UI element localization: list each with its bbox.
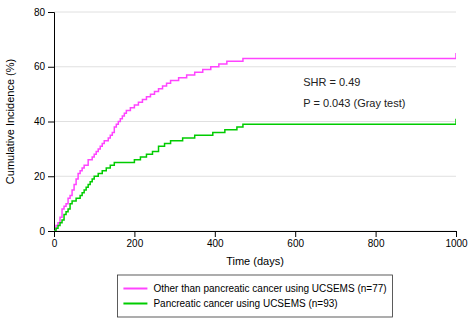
- y-tick: 40: [34, 116, 54, 127]
- x-tick-label: 400: [207, 238, 224, 249]
- x-tick-label: 1000: [445, 238, 468, 249]
- annotation: SHR = 0.49: [303, 76, 360, 88]
- series-lines: [54, 53, 456, 231]
- y-tick-label: 20: [34, 171, 46, 182]
- chart: 0 200 400 600 800 1000 0 20 40 60 80 SHR = 0.49 P = …: [0, 0, 474, 321]
- x-tick-label: 800: [368, 238, 385, 249]
- x-tick: 600: [287, 231, 304, 249]
- plot-area: 0 200 400 600 800 1000 0 20 40 60 80 SHR = 0.49 P = …: [34, 7, 468, 249]
- y-tick-label: 40: [34, 116, 46, 127]
- y-tick: 20: [34, 171, 54, 182]
- x-tick: 400: [207, 231, 224, 249]
- x-axis-line: [55, 232, 457, 238]
- y-tick-label: 60: [34, 61, 46, 72]
- y-tick-mark: [48, 122, 54, 123]
- grid-line: [54, 66, 456, 67]
- legend-swatch: [123, 303, 147, 305]
- y-axis-title: Cumulative Incidence (%): [4, 59, 16, 184]
- x-tick-mark: [295, 231, 296, 237]
- x-axis-title: Time (days): [226, 255, 284, 267]
- series-line: [54, 119, 456, 231]
- annotations: SHR = 0.49 P = 0.043 (Gray test): [303, 76, 405, 109]
- y-tick: 60: [34, 61, 54, 72]
- grid-line: [54, 176, 456, 177]
- x-tick-label: 200: [127, 238, 144, 249]
- y-tick: 80: [34, 7, 54, 18]
- x-tick: 1000: [445, 231, 468, 249]
- annotation: P = 0.043 (Gray test): [303, 97, 405, 109]
- y-tick-mark: [48, 67, 54, 68]
- legend-swatch: [123, 288, 147, 290]
- legend-label: Pancreatic cancer using UCSEMS (n=93): [153, 298, 337, 309]
- x-axis: 0 200 400 600 800 1000: [52, 231, 468, 249]
- y-tick: 0: [39, 226, 54, 237]
- x-tick: 200: [127, 231, 144, 249]
- y-tick-label: 0: [39, 226, 45, 237]
- x-tick-mark: [215, 231, 216, 237]
- x-tick-mark: [134, 231, 135, 237]
- legend-label: Other than pancreatic cancer using UCSEM…: [153, 283, 386, 294]
- series-line: [54, 53, 456, 231]
- grid-line: [54, 121, 456, 122]
- y-tick-mark: [48, 231, 54, 232]
- y-axis-line: [48, 13, 55, 232]
- grid: [54, 12, 456, 231]
- y-tick-mark: [48, 176, 54, 177]
- x-tick-mark: [376, 231, 377, 237]
- legend: Other than pancreatic cancer using UCSEM…: [117, 275, 392, 317]
- x-tick: 800: [368, 231, 385, 249]
- x-tick-label: 600: [287, 238, 304, 249]
- y-axis: 0 20 40 60 80: [34, 7, 55, 237]
- x-tick-label: 0: [52, 238, 58, 249]
- legend-frame: [117, 275, 392, 317]
- x-tick-mark: [456, 231, 457, 237]
- grid-line: [54, 12, 456, 13]
- x-tick: 0: [52, 231, 58, 249]
- y-tick-mark: [48, 12, 54, 13]
- y-tick-label: 80: [34, 7, 46, 18]
